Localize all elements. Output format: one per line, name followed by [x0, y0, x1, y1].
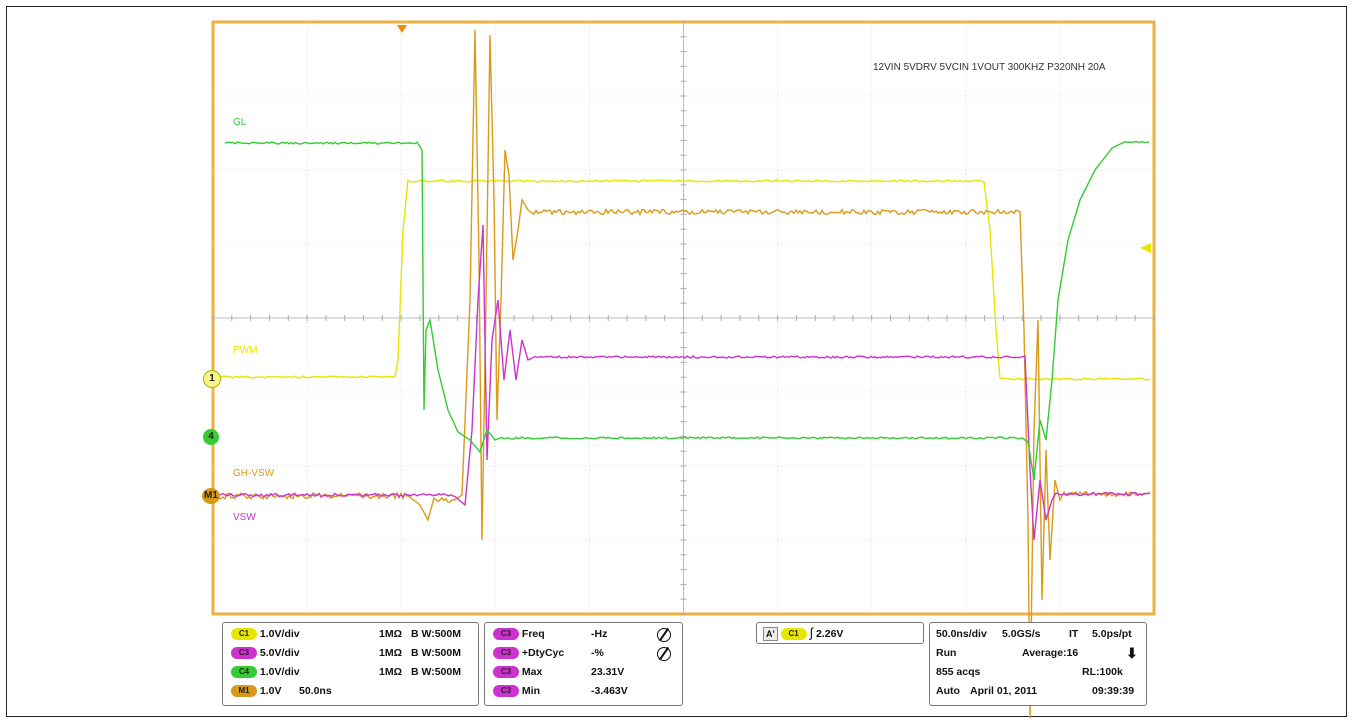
- trigger-panel[interactable]: A' C1 ∫ 2.26V: [756, 622, 924, 644]
- trigger-source: C1: [781, 628, 807, 640]
- down-arrow-icon: ⬇: [1126, 645, 1138, 661]
- ch4-ground-marker[interactable]: 4: [203, 429, 219, 445]
- channel-tag: C1: [231, 628, 257, 640]
- measurement-value: -%: [591, 645, 604, 661]
- channel-tag: C4: [231, 666, 257, 678]
- measurement-name: Freq: [522, 628, 545, 640]
- measurement-name: +DtyCyc: [522, 647, 564, 659]
- invalid-measurement-icon: [657, 628, 671, 642]
- trigger-mode: A': [763, 627, 778, 641]
- channel-scale: 1.0V/div: [260, 628, 300, 640]
- channel-impedance: 1MΩ: [379, 626, 402, 642]
- trigger-level: 2.26V: [816, 628, 843, 640]
- measurement-row[interactable]: C3 Freq -Hz: [493, 626, 678, 642]
- channel-tag: M1: [231, 685, 257, 697]
- channel-impedance: 1MΩ: [379, 645, 402, 661]
- record-length: RL:100k: [1082, 664, 1123, 680]
- measurement-name: Max: [522, 666, 542, 678]
- measurement-value: 23.31V: [591, 664, 624, 680]
- measurement-value: -3.463V: [591, 683, 628, 699]
- measurement-source: C3: [493, 647, 519, 659]
- average-count: Average:16: [1022, 645, 1078, 661]
- measurement-row[interactable]: C3 +DtyCyc -%: [493, 645, 678, 661]
- channel-bw: B W:500M: [411, 626, 461, 642]
- acqs-count: 855 acqs: [936, 666, 980, 678]
- channel-tag: C3: [231, 647, 257, 659]
- channel-row[interactable]: C4 1.0V/div 1MΩ B W:500M: [231, 664, 476, 680]
- channel-scale: 1.0V: [260, 685, 282, 697]
- measurement-panel: C3 Freq -Hz C3 +DtyCyc -% C3 Max 23.31V …: [484, 622, 683, 706]
- acquisition-info: 855 acqs RL:100k: [936, 664, 1142, 680]
- measurement-value: -Hz: [591, 626, 607, 642]
- measurement-row[interactable]: C3 Max 23.31V: [493, 664, 678, 680]
- run-state: Run: [936, 647, 956, 659]
- sample-rate: 5.0GS/s: [1002, 626, 1041, 642]
- vsw-trace-label: VSW: [233, 512, 256, 523]
- trigger-mode-auto: Auto: [936, 685, 960, 697]
- header-annotation: 12VIN 5VDRV 5VCIN 1VOUT 300KHZ P320NH 20…: [873, 62, 1106, 73]
- acquisition-state[interactable]: Run Average:16 ⬇: [936, 645, 1142, 661]
- channel-panel: C1 1.0V/div 1MΩ B W:500M C3 5.0V/div 1MΩ…: [222, 622, 479, 706]
- channel-scale: 1.0V/div: [260, 666, 300, 678]
- pwm-trace-label: PWM: [233, 345, 257, 356]
- channel-impedance: 1MΩ: [379, 664, 402, 680]
- measurement-source: C3: [493, 685, 519, 697]
- measurement-row[interactable]: C3 Min -3.463V: [493, 683, 678, 699]
- measurement-source: C3: [493, 628, 519, 640]
- acq-date: April 01, 2011: [970, 683, 1037, 699]
- ch1-ground-marker[interactable]: 1: [203, 370, 221, 388]
- gl-trace-label: GL: [233, 117, 246, 128]
- math-row[interactable]: M1 1.0V 50.0ns: [231, 683, 476, 699]
- acquisition-timestamp: Auto April 01, 2011 09:39:39: [936, 683, 1142, 699]
- channel-bw: B W:500M: [411, 664, 461, 680]
- acquisition-panel: 50.0ns/div 5.0GS/s IT 5.0ps/pt Run Avera…: [929, 622, 1147, 706]
- invalid-measurement-icon: [657, 647, 671, 661]
- channel-row[interactable]: C3 5.0V/div 1MΩ B W:500M: [231, 645, 476, 661]
- timebase: 50.0ns/div: [936, 628, 987, 640]
- math-timebase: 50.0ns: [299, 683, 332, 699]
- rising-edge-icon: ∫: [809, 625, 813, 640]
- acq-time: 09:39:39: [1092, 683, 1134, 699]
- m1-ground-marker[interactable]: M1: [202, 488, 220, 504]
- channel-row[interactable]: C1 1.0V/div 1MΩ B W:500M: [231, 626, 476, 642]
- measurement-name: Min: [522, 685, 540, 697]
- ghvsw-trace-label: GH-VSW: [233, 468, 274, 479]
- resolution: 5.0ps/pt: [1092, 626, 1132, 642]
- channel-scale: 5.0V/div: [260, 647, 300, 659]
- horizontal-settings[interactable]: 50.0ns/div 5.0GS/s IT 5.0ps/pt: [936, 626, 1142, 642]
- measurement-source: C3: [493, 666, 519, 678]
- it-label: IT: [1069, 626, 1078, 642]
- channel-bw: B W:500M: [411, 645, 461, 661]
